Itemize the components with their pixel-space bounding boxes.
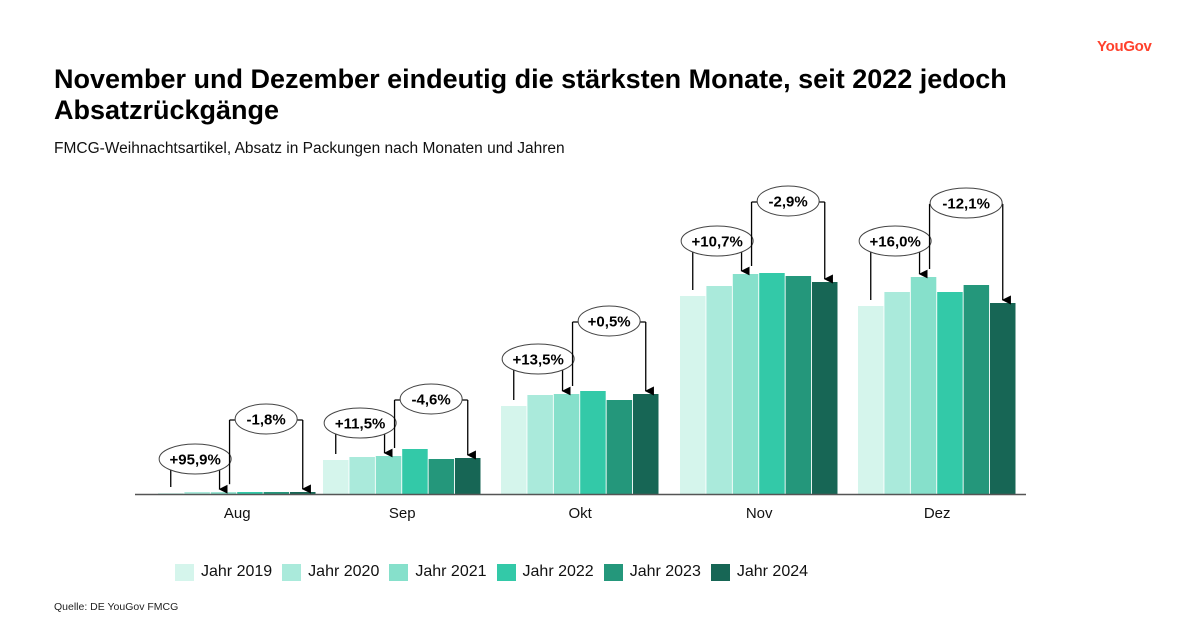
bar-okt-jahr-2022	[580, 391, 606, 494]
legend-label: Jahr 2024	[736, 563, 809, 580]
yougov-logo: YouGov	[1097, 38, 1152, 55]
bar-nov-jahr-2023	[785, 276, 812, 494]
annotation-label: +11,5%	[335, 416, 385, 433]
bar-sep-jahr-2024	[455, 458, 481, 494]
x-tick-label: Aug	[224, 505, 251, 522]
annotation-bubble	[858, 225, 932, 257]
legend-label: Jahr 2022	[522, 563, 594, 580]
growth-annotation: +10,7%	[680, 225, 754, 290]
bar-nov-jahr-2022	[759, 273, 785, 494]
annotation-bubble	[929, 187, 1003, 219]
growth-annotation: -1,8%	[228, 403, 311, 494]
bar-sep-jahr-2021	[375, 456, 402, 494]
bar-dez-jahr-2019	[858, 306, 884, 494]
legend-swatch	[175, 563, 194, 581]
legend-item: Jahr 2019	[175, 563, 272, 581]
source-note: Quelle: DE YouGov FMCG	[54, 601, 179, 613]
legend-item: Jahr 2020	[282, 563, 379, 581]
annotation-label: +10,7%	[692, 234, 743, 251]
annotation-label: -12,1%	[942, 196, 990, 213]
bar-sep-jahr-2019	[323, 460, 349, 494]
growth-annotation: +11,5%	[323, 407, 397, 458]
legend-swatch	[496, 563, 516, 581]
growth-annotation: +0,5%	[571, 305, 654, 396]
legend-swatch	[603, 563, 623, 581]
annotation-bubble	[501, 343, 575, 375]
bar-okt-jahr-2023	[606, 400, 633, 494]
x-tick-labels: Aug Sep Okt Nov Dez	[224, 505, 951, 522]
bar-nov-jahr-2020	[706, 286, 732, 494]
bar-dez-jahr-2020	[884, 292, 910, 494]
legend-label: Jahr 2021	[415, 563, 487, 580]
annotation-label: +16,0%	[870, 234, 921, 251]
legend-swatch	[389, 563, 409, 581]
bar-okt-jahr-2020	[527, 395, 553, 494]
annotation-label: +0,5%	[588, 314, 631, 331]
growth-annotation: +95,9%	[158, 443, 232, 494]
annotation-bubble	[756, 185, 820, 217]
legend-item: Jahr 2021	[389, 563, 487, 581]
bar-aug-jahr-2024	[290, 492, 316, 494]
bar-aug-jahr-2021	[210, 492, 237, 494]
annotations-group: +95,9% -1,8% +11,5% -4,6% +13,5% +0,5% +10,7% -…	[158, 185, 1011, 494]
legend-label: Jahr 2023	[629, 563, 701, 580]
bar-aug-jahr-2023	[263, 492, 290, 494]
annotation-bubble	[323, 407, 397, 439]
bar-chart: Aug Sep Okt Nov Dez +95,9% -1,8% +11,5% -4,6% +1…	[135, 185, 1026, 522]
x-tick-label: Nov	[746, 505, 773, 522]
legend-item: Jahr 2022	[496, 563, 594, 581]
chart-legend: Jahr 2019 Jahr 2020 Jahr 2021 Jahr 2022 Jahr…	[175, 563, 818, 581]
annotation-bubble	[158, 443, 232, 475]
legend-item: Jahr 2024	[710, 563, 809, 581]
bars-group	[158, 273, 1016, 494]
page-title: November und Dezember eindeutig die stär…	[54, 64, 1007, 125]
bar-okt-jahr-2024	[633, 394, 659, 494]
legend-label: Jahr 2019	[201, 563, 273, 580]
bar-dez-jahr-2024	[990, 303, 1016, 494]
x-tick-label: Dez	[924, 505, 951, 522]
bar-okt-jahr-2019	[501, 406, 527, 494]
annotation-label: +13,5%	[513, 352, 564, 369]
bar-okt-jahr-2021	[553, 394, 580, 494]
x-tick-label: Sep	[389, 505, 416, 522]
legend-swatch	[710, 563, 730, 581]
growth-annotation: -12,1%	[928, 187, 1011, 305]
bar-sep-jahr-2022	[402, 449, 428, 494]
chart-subtitle: FMCG-Weihnachtsartikel, Absatz in Packun…	[54, 140, 565, 157]
legend-swatch	[282, 563, 302, 581]
annotation-bubble	[399, 383, 463, 415]
legend-item: Jahr 2023	[603, 563, 701, 581]
annotation-bubble	[680, 225, 754, 257]
annotation-label: +95,9%	[170, 452, 221, 469]
annotation-label: -1,8%	[247, 412, 286, 429]
legend-label: Jahr 2020	[308, 563, 380, 580]
bar-dez-jahr-2021	[910, 277, 937, 494]
bar-nov-jahr-2019	[680, 296, 706, 494]
annotation-bubble	[234, 403, 298, 435]
growth-annotation: -2,9%	[750, 185, 833, 284]
bar-aug-jahr-2020	[184, 492, 210, 494]
growth-annotation: +13,5%	[501, 343, 575, 400]
bar-sep-jahr-2023	[428, 459, 455, 494]
bar-dez-jahr-2023	[963, 285, 990, 494]
bar-sep-jahr-2020	[349, 457, 375, 494]
growth-annotation: -4,6%	[393, 383, 476, 460]
bar-aug-jahr-2019	[158, 493, 184, 494]
bar-aug-jahr-2022	[237, 492, 263, 494]
annotation-bubble	[577, 305, 641, 337]
bar-nov-jahr-2024	[812, 282, 838, 494]
x-tick-label: Okt	[569, 505, 593, 522]
bar-nov-jahr-2021	[732, 274, 759, 494]
annotation-label: -2,9%	[769, 194, 808, 211]
annotation-label: -4,6%	[412, 392, 451, 409]
growth-annotation: +16,0%	[858, 225, 932, 300]
bar-dez-jahr-2022	[937, 292, 963, 494]
